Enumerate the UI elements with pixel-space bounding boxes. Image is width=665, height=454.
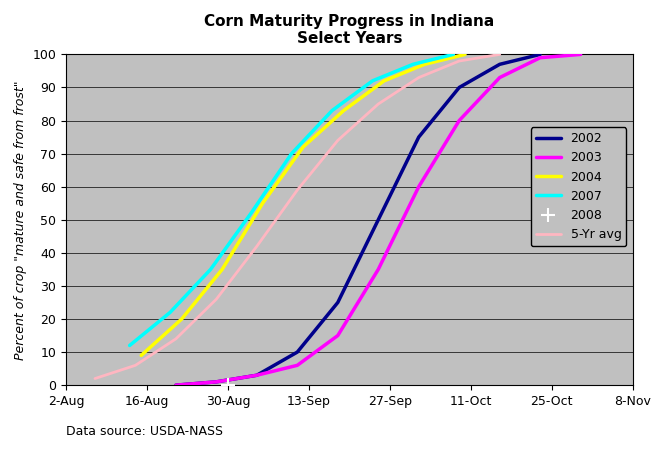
2002 bbox=[456, 85, 464, 90]
2004 bbox=[218, 266, 226, 272]
5-Yr avg bbox=[334, 138, 342, 143]
5-Yr avg bbox=[91, 376, 99, 381]
2002 bbox=[495, 62, 503, 67]
2007 bbox=[166, 310, 174, 315]
2003 bbox=[334, 333, 342, 338]
2007 bbox=[368, 78, 376, 84]
2002 bbox=[415, 134, 423, 140]
2007 bbox=[409, 62, 417, 67]
2004 bbox=[380, 78, 388, 84]
2007 bbox=[287, 151, 295, 156]
2002 bbox=[374, 217, 382, 222]
2003 bbox=[495, 75, 503, 80]
5-Yr avg bbox=[132, 363, 140, 368]
2007 bbox=[328, 108, 336, 114]
2007 bbox=[450, 52, 458, 57]
2002 bbox=[212, 379, 220, 385]
2004 bbox=[461, 52, 469, 57]
Line: 2007: 2007 bbox=[130, 54, 454, 345]
2003 bbox=[415, 184, 423, 189]
2003 bbox=[456, 118, 464, 123]
2007 bbox=[126, 343, 134, 348]
2003 bbox=[172, 382, 180, 388]
2002 bbox=[253, 373, 261, 378]
2004 bbox=[178, 316, 186, 322]
2002 bbox=[172, 382, 180, 388]
2003 bbox=[577, 52, 585, 57]
Y-axis label: Percent of crop "mature and safe from frost": Percent of crop "mature and safe from fr… bbox=[14, 80, 27, 360]
Line: 5-Yr avg: 5-Yr avg bbox=[95, 54, 499, 379]
2004 bbox=[299, 144, 307, 150]
2002 bbox=[334, 300, 342, 305]
2004 bbox=[137, 353, 145, 358]
2004 bbox=[340, 108, 348, 114]
5-Yr avg bbox=[293, 188, 301, 193]
2003 bbox=[212, 379, 220, 385]
2002 bbox=[536, 52, 544, 57]
2003 bbox=[253, 373, 261, 378]
2004 bbox=[259, 201, 267, 206]
Legend: 2002, 2003, 2004, 2007, 2008, 5-Yr avg: 2002, 2003, 2004, 2007, 2008, 5-Yr avg bbox=[531, 127, 626, 247]
Line: 2004: 2004 bbox=[141, 54, 465, 355]
Line: 2003: 2003 bbox=[176, 54, 581, 385]
2004 bbox=[420, 62, 428, 67]
5-Yr avg bbox=[212, 296, 220, 302]
2003 bbox=[293, 363, 301, 368]
5-Yr avg bbox=[172, 336, 180, 341]
5-Yr avg bbox=[456, 58, 464, 64]
2003 bbox=[536, 55, 544, 60]
2007 bbox=[207, 266, 215, 272]
Text: Data source: USDA-NASS: Data source: USDA-NASS bbox=[66, 425, 223, 438]
5-Yr avg bbox=[374, 101, 382, 107]
5-Yr avg bbox=[495, 52, 503, 57]
2002 bbox=[293, 350, 301, 355]
2003 bbox=[374, 266, 382, 272]
5-Yr avg bbox=[415, 75, 423, 80]
Title: Corn Maturity Progress in Indiana
Select Years: Corn Maturity Progress in Indiana Select… bbox=[204, 14, 495, 46]
5-Yr avg bbox=[253, 243, 261, 249]
Line: 2002: 2002 bbox=[176, 54, 540, 385]
2007 bbox=[247, 211, 255, 216]
